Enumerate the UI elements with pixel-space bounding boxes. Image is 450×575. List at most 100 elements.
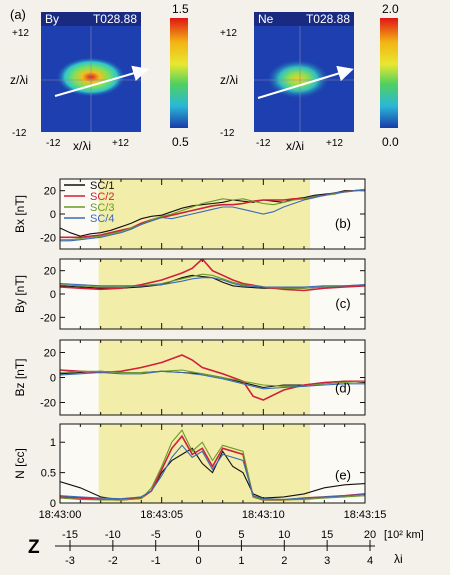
- time-tick-label: 18:43:05: [140, 509, 183, 521]
- panel-by-highlight: [98, 259, 311, 329]
- z-li-tick-label: 3: [324, 555, 330, 567]
- time-axis: 18:43:00 18:43:05 18:43:10 18:43:15: [39, 509, 387, 521]
- legend-label-sc2: SC/2: [90, 191, 114, 203]
- panel-bx-ylabel: Bx [nT]: [13, 195, 27, 233]
- map-by-xright: +12: [112, 138, 129, 149]
- panel-by-tag: (c): [335, 296, 350, 311]
- colorbar-by-min: 0.5: [172, 135, 189, 149]
- panel-bx: 20 0 -20 Bx [nT] (b): [13, 178, 366, 250]
- panel-bx-ytick-label: -20: [40, 232, 56, 244]
- z-km-tick-label: 5: [238, 529, 244, 541]
- legend: SC/1SC/2SC/3SC/4: [64, 180, 114, 225]
- z-km-tick-label: 10: [278, 529, 290, 541]
- panel-bx-series-sc4: [60, 190, 365, 242]
- map-ne-time: T028.88: [306, 12, 350, 26]
- map-by-time: T028.88: [93, 12, 137, 26]
- z-km-tick-label: 15: [321, 529, 333, 541]
- map-by-ybot: -12: [12, 128, 27, 139]
- panel-n-ylabel: N [cc]: [13, 448, 27, 479]
- panel-bz-tag: (d): [335, 381, 351, 396]
- map-ne-blob: [266, 59, 330, 99]
- panel-bx-tag: (b): [335, 216, 351, 231]
- colorbar-ne: [380, 18, 398, 128]
- panel-bx-frame: [59, 178, 366, 250]
- panel-by-ytick-label: -20: [40, 312, 56, 324]
- panel-a-label: (a): [10, 7, 26, 22]
- panel-bx-ytick-label: 0: [50, 209, 56, 221]
- panel-bz-series-sc2: [60, 354, 365, 401]
- panel-by-ytick-label: 20: [44, 266, 56, 278]
- panel-bz-highlight: [98, 340, 311, 415]
- panel-by-series-sc2: [60, 259, 365, 292]
- panel-bz: 20 0 -20 Bz [nT] (d): [13, 339, 366, 416]
- z-km-tick-label: 0: [196, 529, 202, 541]
- z-li-tick-label: 2: [281, 555, 287, 567]
- panel-bz-frame: [59, 339, 366, 416]
- panel-n-ytick-label: 1: [50, 437, 56, 449]
- map-ne-header: [254, 12, 354, 26]
- map-ne: Ne T028.88 +12 -12 z/λi -12 +12 x/λi 2.0…: [220, 2, 399, 153]
- time-tick-label: 18:43:15: [344, 509, 387, 521]
- map-by: By T028.88 +12 -12 z/λi -12 +12 x/λi 1.5…: [10, 2, 189, 153]
- z-li-tick-label: 1: [238, 555, 244, 567]
- map-ne-ylabel: z/λi: [220, 73, 238, 87]
- panel-n-ytick-label: 0: [50, 498, 56, 510]
- z-km-tick-label: 20: [364, 529, 376, 541]
- z-li-tick-label: 4: [367, 555, 373, 567]
- panel-bz-ytick-label: 0: [50, 373, 56, 385]
- panel-bz-series-sc4: [60, 370, 365, 390]
- panel-bx-ytick-label: 20: [44, 186, 56, 198]
- z-km-tick-label: -10: [105, 529, 121, 541]
- map-ne-xlabel: x/λi: [286, 139, 304, 153]
- panel-n-tag: (e): [335, 467, 351, 482]
- panel-n-series-sc4: [60, 444, 365, 500]
- colorbar-by: [170, 18, 188, 128]
- map-ne-ybot: -12: [220, 128, 235, 139]
- z-axis-li-unit: λi: [394, 552, 403, 566]
- time-series-panels: 20 0 -20 Bx [nT] (b) 20 0 -20 By [nT] (c) 20 0 -20 Bz…: [13, 178, 366, 510]
- time-tick-label: 18:43:10: [242, 509, 285, 521]
- legend-label-sc1: SC/1: [90, 180, 114, 192]
- panel-bz-ylabel: Bz [nT]: [13, 358, 27, 396]
- panel-n-highlight: [98, 424, 311, 503]
- panel-n: 1 0.5 0 N [cc] (e): [13, 423, 366, 510]
- panel-n-series-sc3: [60, 429, 365, 501]
- colorbar-ne-min: 0.0: [382, 135, 399, 149]
- map-ne-arrow: [257, 65, 354, 99]
- map-by-ylabel: z/λi: [10, 73, 28, 87]
- z-km-tick-label: -5: [151, 529, 161, 541]
- panel-by-series-sc3: [60, 273, 365, 289]
- z-axis-km-unit: [10² km]: [384, 529, 424, 541]
- time-tick-label: 18:43:00: [39, 509, 82, 521]
- z-li-tick-label: 0: [196, 555, 202, 567]
- panel-bz-ytick-label: 20: [44, 348, 56, 360]
- z-li-tick-label: -2: [108, 555, 118, 567]
- panel-by-ytick-label: 0: [50, 289, 56, 301]
- panel-bz-ytick-label: -20: [40, 398, 56, 410]
- map-by-xlabel: x/λi: [73, 139, 91, 153]
- panel-bx-series-sc3: [60, 188, 365, 241]
- map-ne-xleft: -12: [256, 138, 271, 149]
- map-ne-ytop: +12: [220, 28, 237, 39]
- panel-by-frame: [59, 258, 366, 330]
- legend-label-sc3: SC/3: [90, 202, 114, 214]
- panel-by-ylabel: By [nT]: [13, 275, 27, 313]
- z-li-tick-label: -1: [151, 555, 161, 567]
- map-ne-var: Ne: [258, 12, 274, 26]
- colorbar-ne-max: 2.0: [382, 2, 399, 16]
- map-by-var: By: [45, 12, 59, 26]
- panel-bz-series-sc3: [60, 369, 365, 387]
- panel-by-series-sc4: [60, 277, 365, 288]
- z-li-tick-label: -3: [65, 555, 75, 567]
- panel-n-ytick-label: 0.5: [41, 468, 56, 480]
- map-ne-xright: +12: [326, 138, 343, 149]
- map-by-header: [41, 12, 141, 26]
- panel-n-frame: [59, 423, 366, 504]
- panel-bx-series-sc1: [60, 188, 365, 237]
- map-by-arrow: [54, 65, 149, 97]
- colorbar-by-max: 1.5: [172, 2, 189, 16]
- panel-bx-highlight: [98, 179, 311, 249]
- legend-label-sc4: SC/4: [90, 213, 114, 225]
- map-by-xleft: -12: [46, 138, 61, 149]
